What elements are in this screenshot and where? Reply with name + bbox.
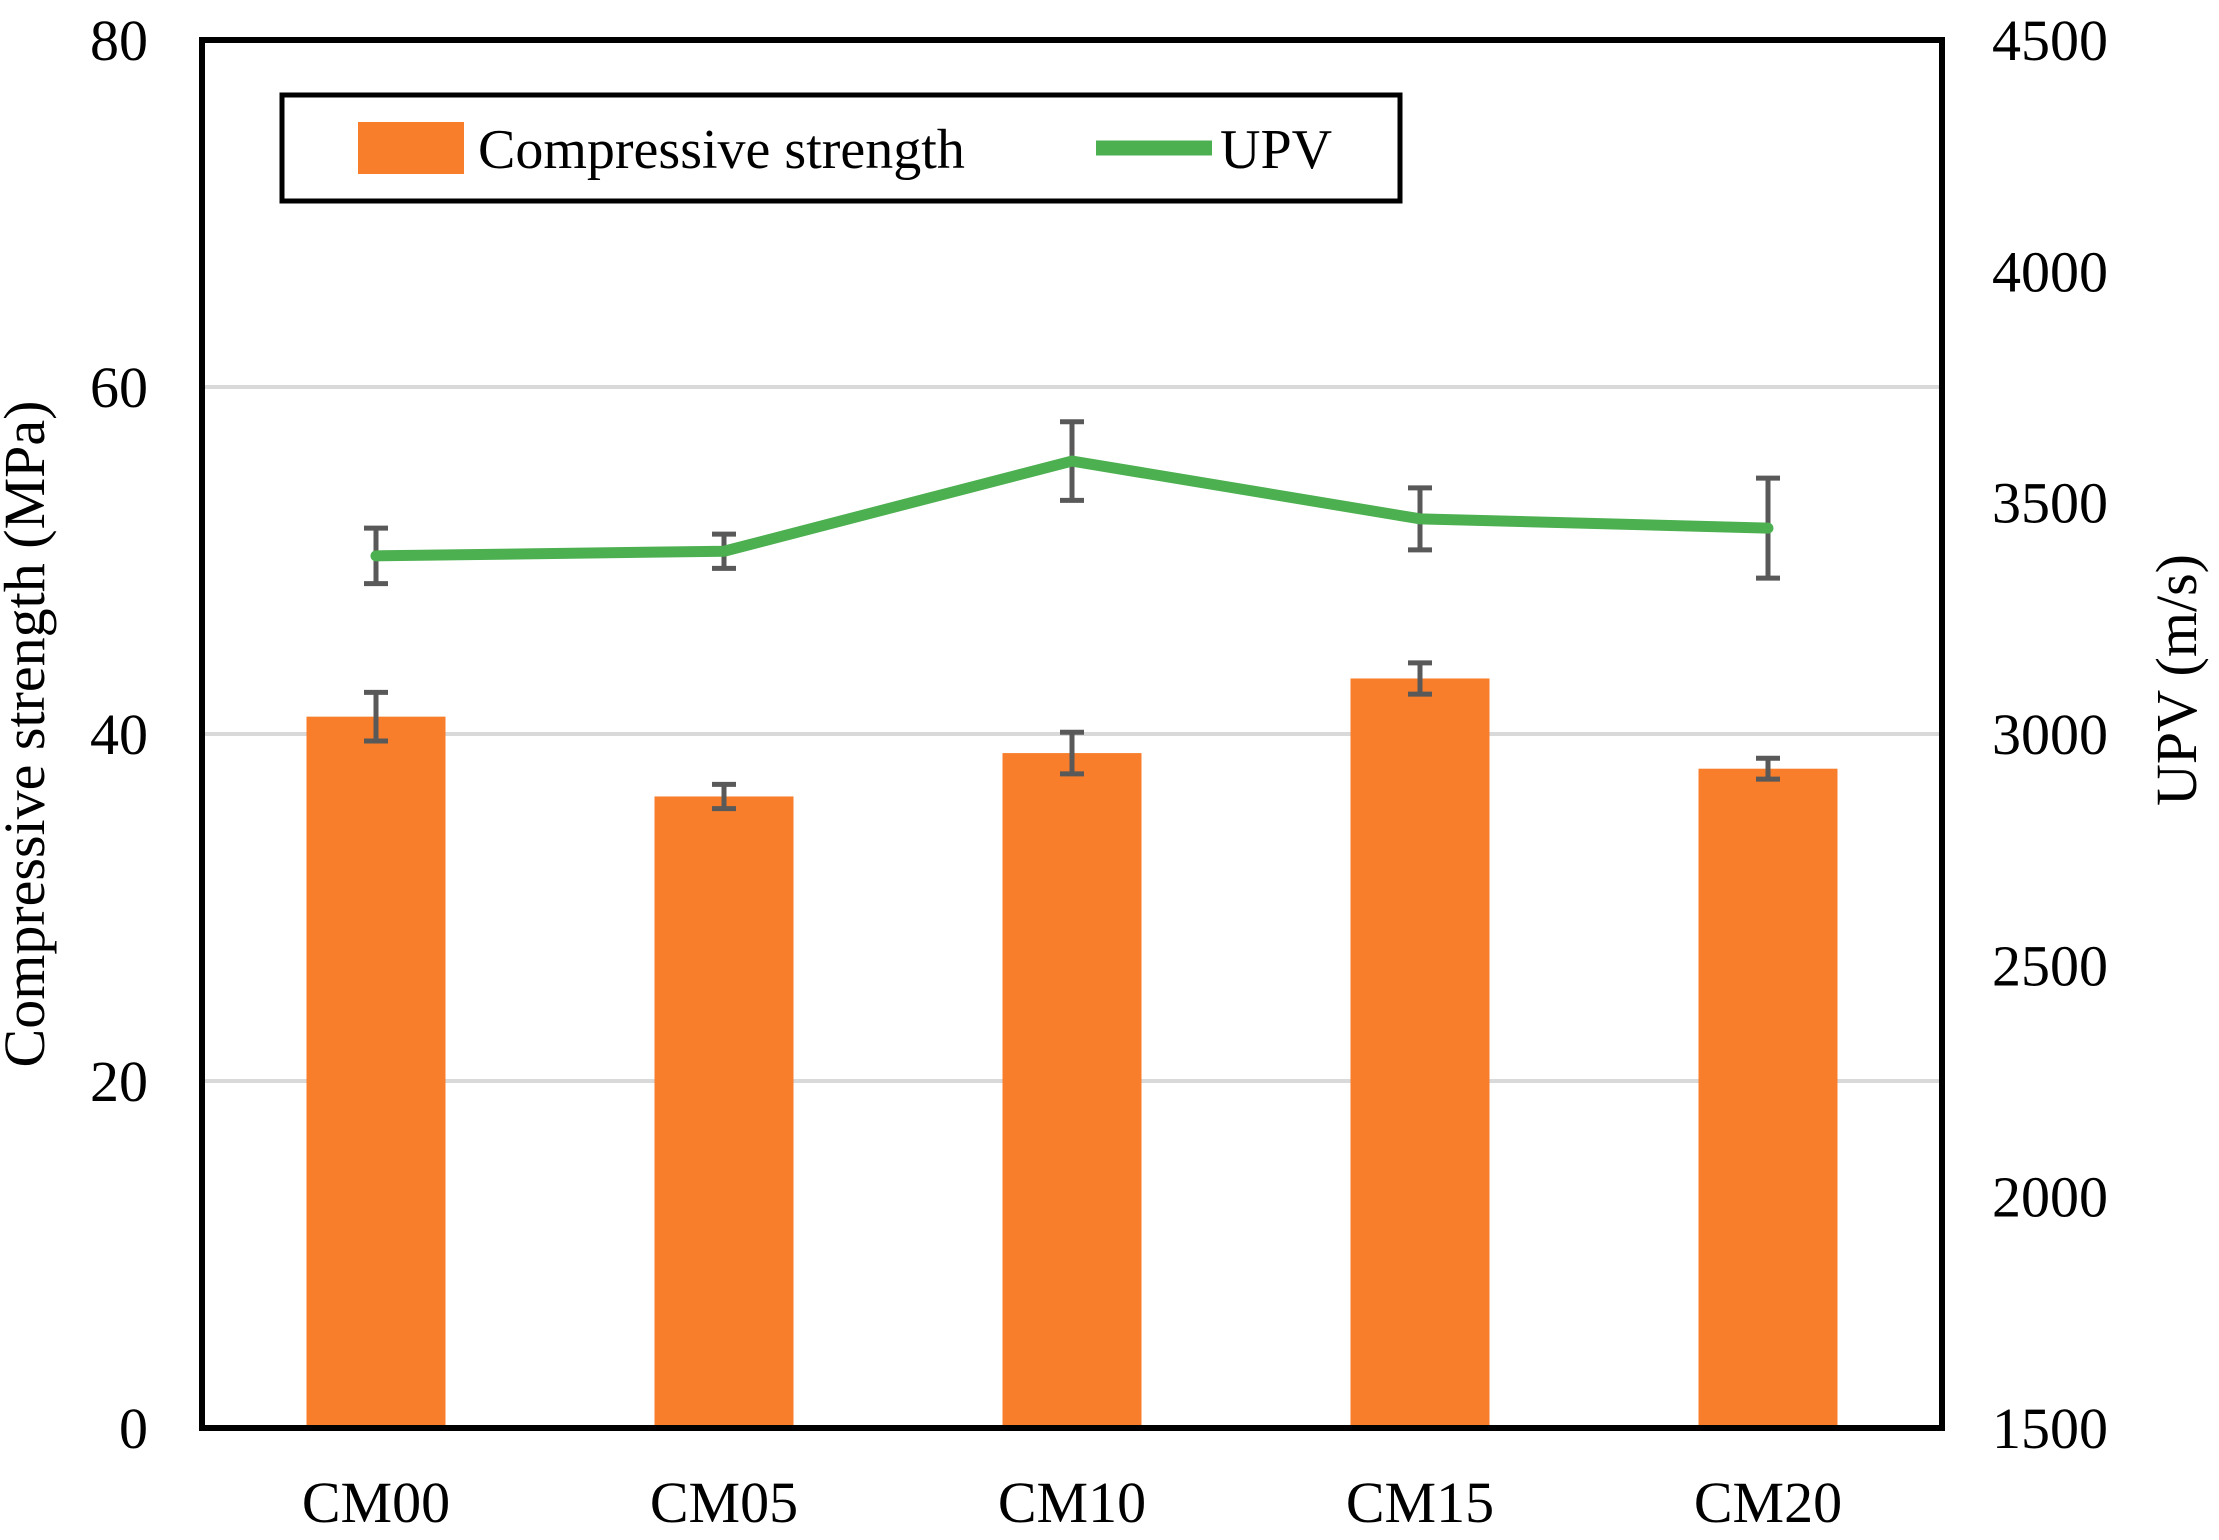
- right-axis-tick: 3500: [1992, 471, 2108, 536]
- category-label: CM10: [998, 1470, 1146, 1535]
- left-axis-tick-labels: 0 20 40 60 80: [90, 8, 148, 1461]
- left-axis-title: Compressive strength (MPa): [0, 401, 57, 1068]
- left-axis-tick: 40: [90, 702, 148, 767]
- bar: [306, 716, 446, 1428]
- right-axis-tick-labels: 1500 2000 2500 3000 3500 4000 4500: [1992, 8, 2108, 1461]
- legend-box: [279, 92, 1403, 204]
- bar: [1698, 768, 1838, 1428]
- category-label: CM05: [650, 1470, 798, 1535]
- bar: [654, 796, 794, 1428]
- legend: Compressive strength UPV: [279, 92, 1403, 204]
- left-axis-tick: 60: [90, 355, 148, 420]
- left-axis-tick: 80: [90, 8, 148, 73]
- upv-polyline: [370, 455, 1774, 562]
- upv-line: [370, 455, 1774, 562]
- category-label: CM15: [1346, 1470, 1494, 1535]
- plot-border: [199, 37, 1945, 1431]
- compressive-strength-swatch: [358, 122, 464, 174]
- left-axis-tick: 0: [119, 1396, 148, 1461]
- upv-error-bars: [364, 419, 1780, 587]
- bar: [1002, 753, 1142, 1428]
- right-axis-title: UPV (m/s): [2144, 554, 2209, 806]
- bar-error-bars: [364, 660, 1780, 812]
- right-axis-tick: 2500: [1992, 933, 2108, 998]
- category-label: CM20: [1694, 1470, 1842, 1535]
- bar: [1350, 678, 1490, 1428]
- category-label: CM00: [302, 1470, 450, 1535]
- left-axis-tick: 20: [90, 1049, 148, 1114]
- right-axis-tick: 2000: [1992, 1165, 2108, 1230]
- legend-label-compressive-strength: Compressive strength: [478, 119, 965, 181]
- right-axis-tick: 4500: [1992, 8, 2108, 73]
- right-axis-tick: 3000: [1992, 702, 2108, 767]
- x-axis-category-labels: CM00 CM05 CM10 CM15 CM20: [302, 1470, 1842, 1535]
- compressive-strength-bars: [306, 678, 1838, 1428]
- right-axis-tick: 1500: [1992, 1396, 2108, 1461]
- legend-label-upv: UPV: [1220, 119, 1332, 181]
- right-axis-tick: 4000: [1992, 239, 2108, 304]
